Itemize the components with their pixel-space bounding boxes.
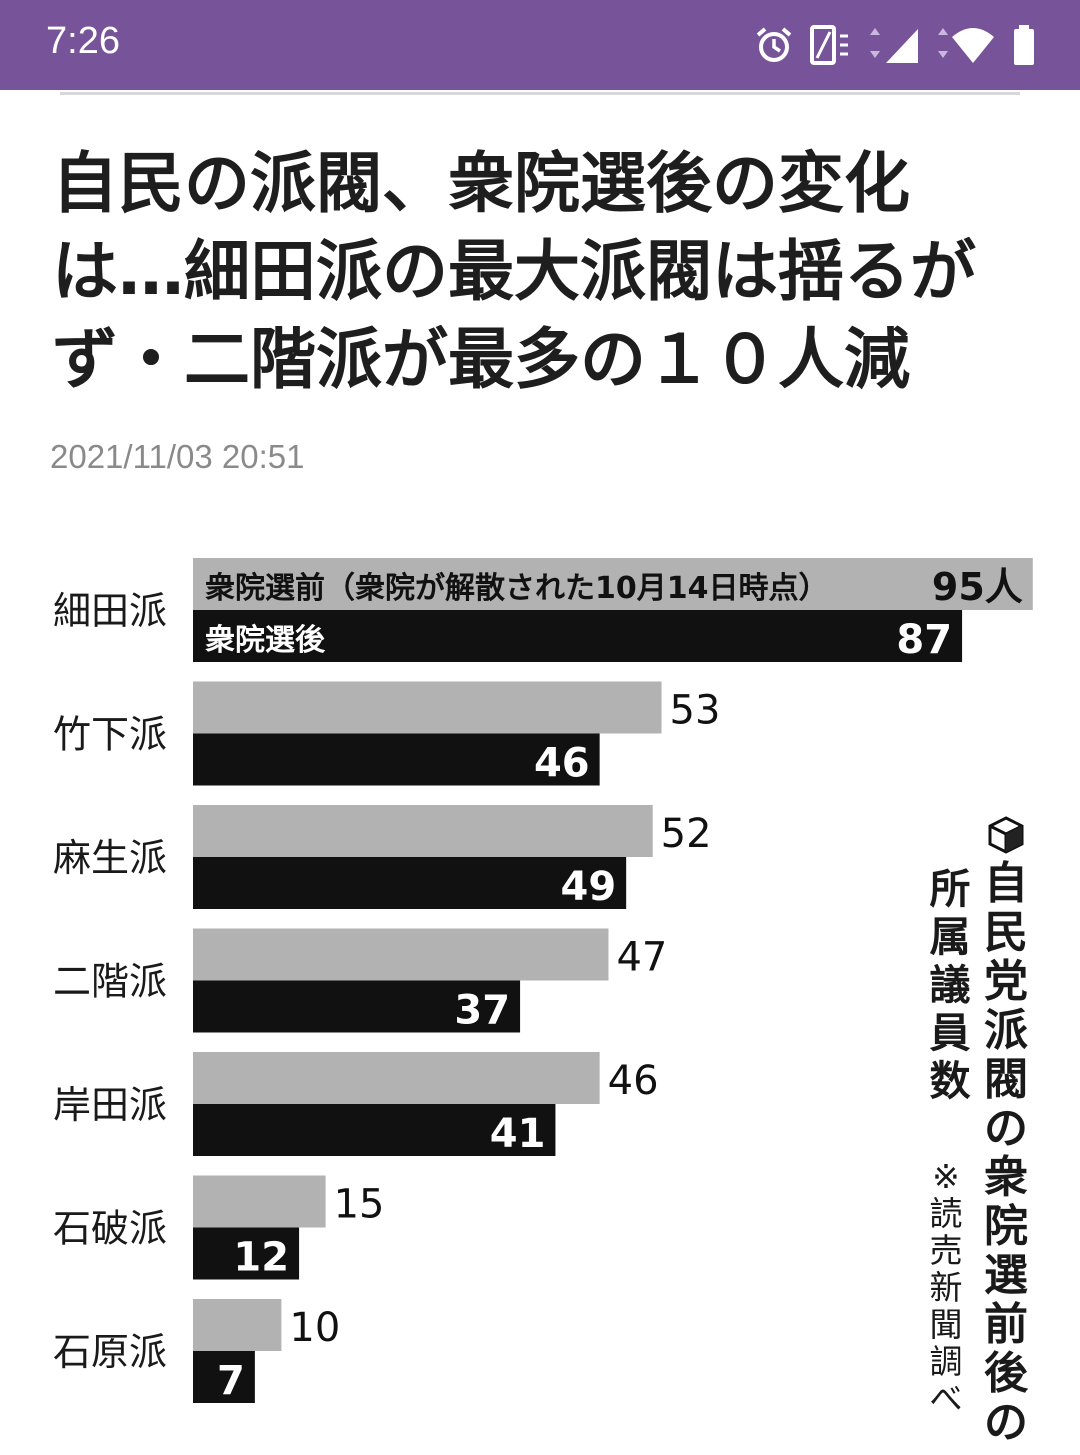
bar-before [193, 1299, 282, 1351]
value-label-after: 46 [534, 741, 590, 787]
category-label: 細田派 [53, 589, 167, 633]
bar-after [193, 733, 600, 786]
value-label-before: 10 [289, 1305, 340, 1351]
value-label-after: 87 [896, 617, 952, 663]
bar-after [193, 980, 521, 1033]
bar-before [193, 1175, 326, 1228]
bar-after [193, 1227, 300, 1280]
status-time: 7:26 [46, 20, 120, 62]
value-label-before: 46 [608, 1058, 659, 1104]
bar-after [193, 610, 963, 662]
category-label: 二階派 [53, 960, 167, 1004]
bar-before [193, 1052, 600, 1104]
chart-title-text: 自民党派閥の衆院選前後の [984, 858, 1028, 1448]
chart-subtitle: 所属議員数 [929, 865, 971, 1105]
category-label: 岸田派 [53, 1083, 167, 1127]
cube-logo-icon [988, 816, 1024, 854]
category-label: 竹下派 [53, 713, 167, 757]
bar-after [193, 1351, 255, 1403]
bar-before [193, 558, 1033, 610]
value-label-after: 41 [490, 1111, 546, 1157]
value-label-after: 12 [233, 1235, 289, 1281]
value-label-after: 49 [560, 864, 616, 910]
chart-source: ※ 読売新聞調べ [929, 1157, 963, 1418]
value-label-before: 52 [661, 811, 712, 857]
legend-after-label: 衆院選後 [205, 623, 326, 658]
value-label-before: 53 [670, 688, 721, 734]
header-divider [60, 92, 1020, 95]
legend-before-label: 衆院選前（衆院が解散された10月14日時点） [205, 571, 829, 606]
category-label: 麻生派 [53, 836, 167, 880]
bar-after [193, 1104, 556, 1156]
faction-bar-chart: 細田派 衆院選前（衆院が解散された10月14日時点） 衆院選後 95人 87 竹下派 53 4… [53, 558, 1033, 1404]
article-timestamp: 2021/11/03 20:51 [50, 438, 305, 475]
chart-title: 自民党派閥の衆院選前後の [978, 815, 1034, 1447]
category-label: 石破派 [53, 1207, 167, 1251]
bar-after [193, 857, 627, 909]
bar-before [193, 928, 609, 981]
value-label-after: 37 [454, 988, 510, 1034]
value-label-before: 15 [334, 1182, 385, 1228]
category-label: 石原派 [53, 1330, 167, 1374]
value-label-before: 47 [616, 935, 667, 981]
wifi-icon [938, 28, 994, 63]
article-headline: 自民の派閥、衆院選後の変化は…細田派の最大派閥は揺るがず・二階派が最多の１０人減 [52, 145, 976, 398]
bar-before [193, 681, 662, 734]
bar-before [193, 805, 653, 857]
alarm-icon [756, 27, 792, 62]
value-label-before: 95人 [932, 565, 1023, 609]
status-bar: 7:26 [0, 0, 1080, 90]
value-label-after: 7 [217, 1358, 245, 1404]
battery-icon [1014, 25, 1034, 65]
vibrate-icon [810, 25, 848, 65]
status-icons [754, 22, 1036, 68]
cell-signal-icon [870, 28, 918, 63]
